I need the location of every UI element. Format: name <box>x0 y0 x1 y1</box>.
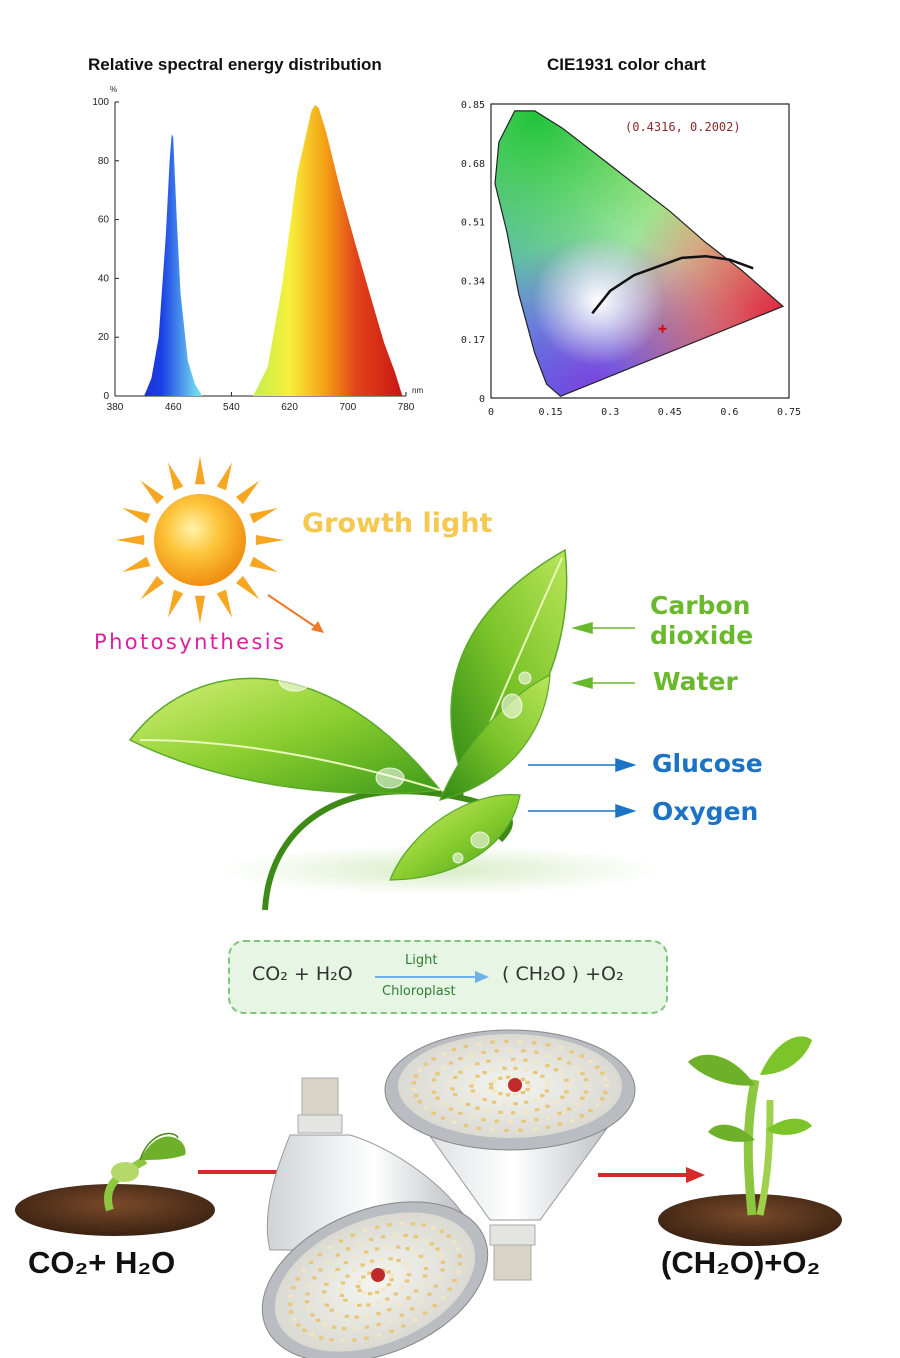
spectral-ytick-label: 40 <box>98 273 110 284</box>
formula-condition-light: Light <box>405 953 438 968</box>
led-bulb-back-icon <box>384 1029 636 1281</box>
spectral-xtick-label: 780 <box>398 402 415 413</box>
photosynthesis-label: Photosynthesis <box>94 630 287 654</box>
spectral-ytick-label: 0 <box>103 391 109 402</box>
glucose-label: Glucose <box>652 749 763 778</box>
spectral-ytick-label: 80 <box>98 156 110 167</box>
cie-xtick-label: 0.45 <box>658 407 682 418</box>
spectral-xlabel: nm <box>412 386 423 395</box>
formula-products: ( CH₂O ) +O₂ <box>502 963 624 985</box>
bottom-illustration <box>15 1029 842 1358</box>
seedling-left-icon <box>15 1132 215 1236</box>
carbon-dioxide-label: Carbon dioxide <box>650 591 753 651</box>
cie-ytick-label: 0.17 <box>461 335 485 346</box>
cie-xtick-label: 0.3 <box>601 407 619 418</box>
formula-condition-chloroplast: Chloroplast <box>382 984 456 999</box>
oxygen-label: Oxygen <box>652 797 759 826</box>
spectral-ylabel: % <box>110 85 117 94</box>
spectral-peak-1 <box>253 104 403 397</box>
cie-xtick-label: 0.15 <box>539 407 563 418</box>
growth-light-label: Growth light <box>302 508 493 539</box>
spectral-xtick-label: 380 <box>107 402 124 413</box>
spectral-peak-0 <box>144 134 203 397</box>
cie-point-marker <box>658 324 667 333</box>
seedling-right-icon <box>658 1036 842 1246</box>
formula-reactants: CO₂ + H₂O <box>252 963 353 985</box>
spectral-xtick-label: 460 <box>165 402 182 413</box>
carbon-dioxide-line1: Carbon <box>650 591 751 620</box>
cie-xtick-label: 0.6 <box>720 407 738 418</box>
spectral-xtick-label: 620 <box>281 402 298 413</box>
carbon-dioxide-line2: dioxide <box>650 621 754 650</box>
photosynthesis-illustration <box>116 456 660 911</box>
cie-ytick-label: 0.51 <box>461 218 485 229</box>
led-bulb-front-icon <box>261 1077 489 1358</box>
spectral-xtick-label: 540 <box>223 402 240 413</box>
spectral-ytick-label: 20 <box>98 332 110 343</box>
bottom-reactants-label: CO₂+ H₂O <box>28 1245 176 1280</box>
water-label: Water <box>653 667 738 696</box>
bottom-products-label: (CH₂O)+O₂ <box>661 1245 821 1280</box>
cie-ytick-label: 0 <box>479 394 485 405</box>
cie-chart-title: CIE1931 color chart <box>547 55 706 74</box>
spectral-chart-title: Relative spectral energy distribution <box>88 55 382 74</box>
cie-ytick-label: 0.68 <box>461 159 485 170</box>
sun-icon <box>116 456 284 624</box>
cie-point-label: (0.4316, 0.2002) <box>625 120 741 134</box>
cie-chart: 0 0.17 0.34 0.51 0.68 0.85 0 0.15 0.3 0.45 0.6 0.75… <box>461 100 801 418</box>
cie-xtick-label: 0.75 <box>777 407 801 418</box>
spectral-ytick-label: 100 <box>92 97 109 108</box>
spectral-ytick-label: 60 <box>98 215 110 226</box>
formula-arrow <box>375 971 489 983</box>
spectral-chart: 0 20 40 60 80 100 380 460 540 620 700 780 % nm <box>92 85 423 413</box>
cie-ytick-label: 0.85 <box>461 100 485 111</box>
spectral-xtick-label: 700 <box>339 402 356 413</box>
cie-xtick-label: 0 <box>488 407 494 418</box>
cie-ytick-label: 0.34 <box>461 276 485 287</box>
